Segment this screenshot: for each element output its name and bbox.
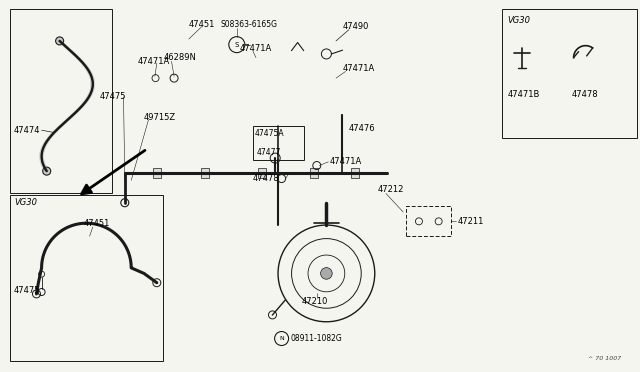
Text: 47211: 47211 bbox=[458, 217, 484, 226]
Bar bbox=[310, 168, 317, 178]
Text: 47475: 47475 bbox=[99, 92, 125, 101]
Text: 47210: 47210 bbox=[302, 297, 328, 306]
Text: 47475: 47475 bbox=[14, 286, 40, 295]
Bar bbox=[153, 168, 161, 178]
Text: 47478: 47478 bbox=[572, 90, 598, 99]
Bar bbox=[351, 168, 359, 178]
Text: 08911-1082G: 08911-1082G bbox=[291, 334, 342, 343]
Text: S: S bbox=[235, 42, 239, 48]
Text: ^ 70 1007: ^ 70 1007 bbox=[588, 356, 621, 361]
Bar bbox=[502, 9, 637, 138]
Text: 47478: 47478 bbox=[253, 174, 280, 183]
Text: 47451: 47451 bbox=[83, 219, 109, 228]
Circle shape bbox=[43, 167, 51, 175]
Text: 49715Z: 49715Z bbox=[144, 113, 176, 122]
Text: S08363-6165G: S08363-6165G bbox=[221, 20, 278, 29]
Bar bbox=[10, 9, 112, 193]
Text: 47490: 47490 bbox=[342, 22, 369, 31]
Text: 47212: 47212 bbox=[378, 185, 404, 194]
Text: 47471A: 47471A bbox=[342, 64, 374, 73]
Text: VG30: VG30 bbox=[14, 198, 37, 207]
Text: 47451: 47451 bbox=[189, 20, 215, 29]
Text: 47471A: 47471A bbox=[138, 57, 170, 66]
Text: 47471A: 47471A bbox=[330, 157, 362, 166]
Bar bbox=[253, 126, 304, 160]
Circle shape bbox=[321, 267, 332, 279]
Text: 47474: 47474 bbox=[14, 126, 40, 135]
Text: 47476: 47476 bbox=[349, 124, 376, 133]
Text: VG30: VG30 bbox=[507, 16, 530, 25]
Circle shape bbox=[56, 37, 63, 45]
Text: 47477: 47477 bbox=[257, 148, 281, 157]
Bar bbox=[406, 206, 451, 236]
Text: 46289N: 46289N bbox=[163, 53, 196, 62]
Bar bbox=[201, 168, 209, 178]
Text: 47471A: 47471A bbox=[240, 44, 272, 53]
Text: N: N bbox=[279, 336, 284, 341]
Bar bbox=[10, 195, 163, 361]
Text: 47471B: 47471B bbox=[508, 90, 540, 99]
Text: 47475A: 47475A bbox=[255, 129, 284, 138]
Bar bbox=[259, 168, 266, 178]
